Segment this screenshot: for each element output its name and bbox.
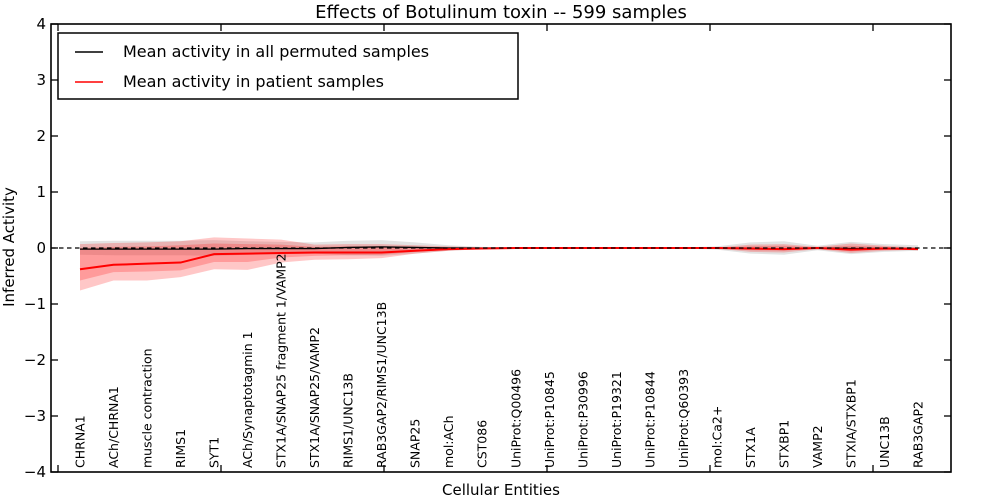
category-label: muscle contraction: [140, 348, 155, 468]
category-label: RAB3GAP2/RIMS1/UNC13B: [374, 302, 389, 468]
category-label: ACh/Synaptotagmin 1: [240, 331, 255, 468]
x-axis-label: Cellular Entities: [442, 481, 560, 499]
category-label: STXIA/STXBP1: [843, 379, 858, 468]
legend-box: [57, 32, 519, 100]
legend-item-permuted-label: Mean activity in all permuted samples: [123, 42, 429, 61]
y-tick-label: 2: [36, 127, 46, 145]
chart-title: Effects of Botulinum toxin -- 599 sample…: [315, 2, 687, 23]
legend: Mean activity in all permuted samples Me…: [57, 32, 519, 100]
y-tick-label: −1: [24, 295, 46, 313]
y-axis-label: Inferred Activity: [0, 187, 18, 307]
patient-samples-outer-spread-band: [80, 237, 918, 291]
y-tick-label: 4: [36, 15, 46, 33]
category-label: UniProt:P19321: [609, 371, 624, 468]
category-label: STX1A/SNAP25/VAMP2: [307, 327, 322, 468]
plot-area: 4 3 2 1 0 −1 −2 −3 −4 CHRNA1 ACh/CHRNA1 muscle cont…: [24, 15, 952, 481]
y-tick-label: 3: [36, 71, 46, 89]
category-label: STX1A: [743, 427, 758, 468]
y-tick-label: 0: [36, 239, 46, 257]
category-label: CHRNA1: [73, 415, 88, 468]
y-tick-label: 1: [36, 183, 46, 201]
category-label: STXBP1: [776, 420, 791, 468]
category-label: ACh/CHRNA1: [106, 386, 121, 468]
category-label: RIMS1/UNC13B: [341, 373, 356, 468]
category-label: STX1A/SNAP25 fragment 1/VAMP2: [274, 253, 289, 468]
category-label: SYT1: [207, 437, 222, 468]
category-label: UNC13B: [877, 416, 892, 468]
category-label: UniProt:P10845: [542, 371, 557, 468]
category-label: CST086: [475, 420, 490, 468]
category-label: SNAP25: [408, 419, 423, 468]
category-label: UniProt:Q00496: [508, 369, 523, 468]
category-label: mol:ACh: [441, 416, 456, 469]
y-tick-label: −4: [24, 463, 46, 481]
category-label: UniProt:P30996: [575, 371, 590, 468]
y-tick-label: −2: [24, 351, 46, 369]
category-label: RAB3GAP2: [911, 401, 926, 468]
category-label: RIMS1: [173, 429, 188, 468]
category-label: mol:Ca2+: [709, 406, 724, 468]
legend-item-patient-label: Mean activity in patient samples: [123, 72, 384, 91]
category-label: UniProt:P10844: [642, 371, 657, 468]
category-label: UniProt:Q60393: [676, 369, 691, 468]
y-tick-label: −3: [24, 407, 46, 425]
category-label: VAMP2: [810, 425, 825, 468]
